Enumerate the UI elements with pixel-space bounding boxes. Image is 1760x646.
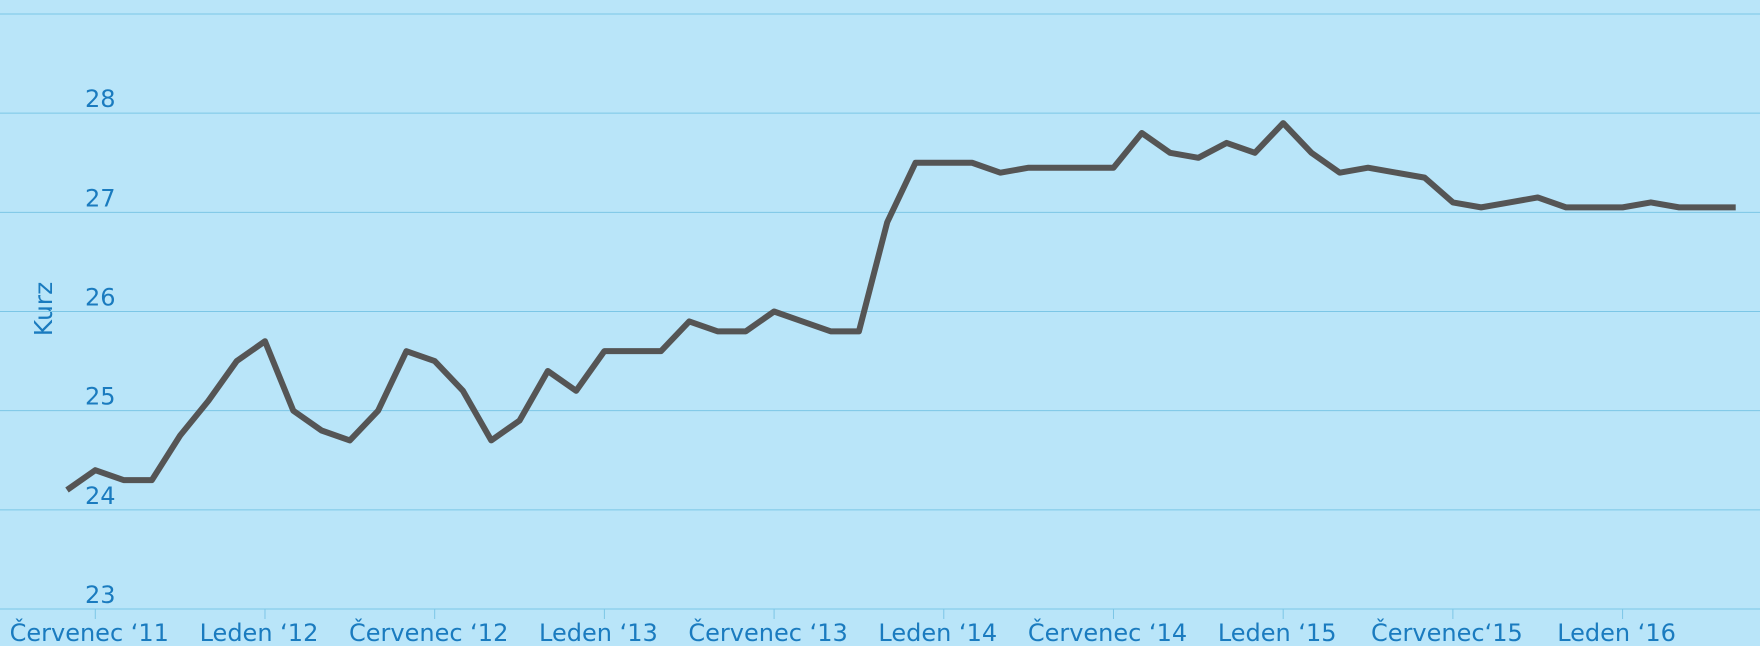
x-tick-label: Leden ‘12 bbox=[200, 619, 319, 646]
x-tick-label: Červenec‘15 bbox=[1371, 617, 1523, 646]
y-tick-label: 26 bbox=[85, 284, 116, 312]
x-tick-label: Leden ‘15 bbox=[1218, 619, 1337, 646]
x-tick-label: Červenec ‘14 bbox=[1028, 617, 1187, 646]
y-tick-label: 28 bbox=[85, 85, 116, 113]
x-tick-label: Leden ‘14 bbox=[878, 619, 997, 646]
y-tick-label: 25 bbox=[85, 383, 116, 411]
x-tick-label: Leden ‘16 bbox=[1557, 619, 1676, 646]
y-tick-label: 23 bbox=[85, 581, 116, 609]
x-tick-label: Červenec ‘11 bbox=[10, 617, 169, 646]
y-axis-label: Kurz bbox=[29, 282, 58, 336]
x-tick-label: Červenec ‘12 bbox=[349, 617, 508, 646]
x-tick-label: Leden ‘13 bbox=[539, 619, 658, 646]
y-tick-label: 27 bbox=[85, 184, 116, 212]
y-tick-label: 24 bbox=[85, 482, 116, 510]
series-line bbox=[65, 120, 1736, 493]
x-tick-label: Červenec ‘13 bbox=[688, 617, 847, 646]
